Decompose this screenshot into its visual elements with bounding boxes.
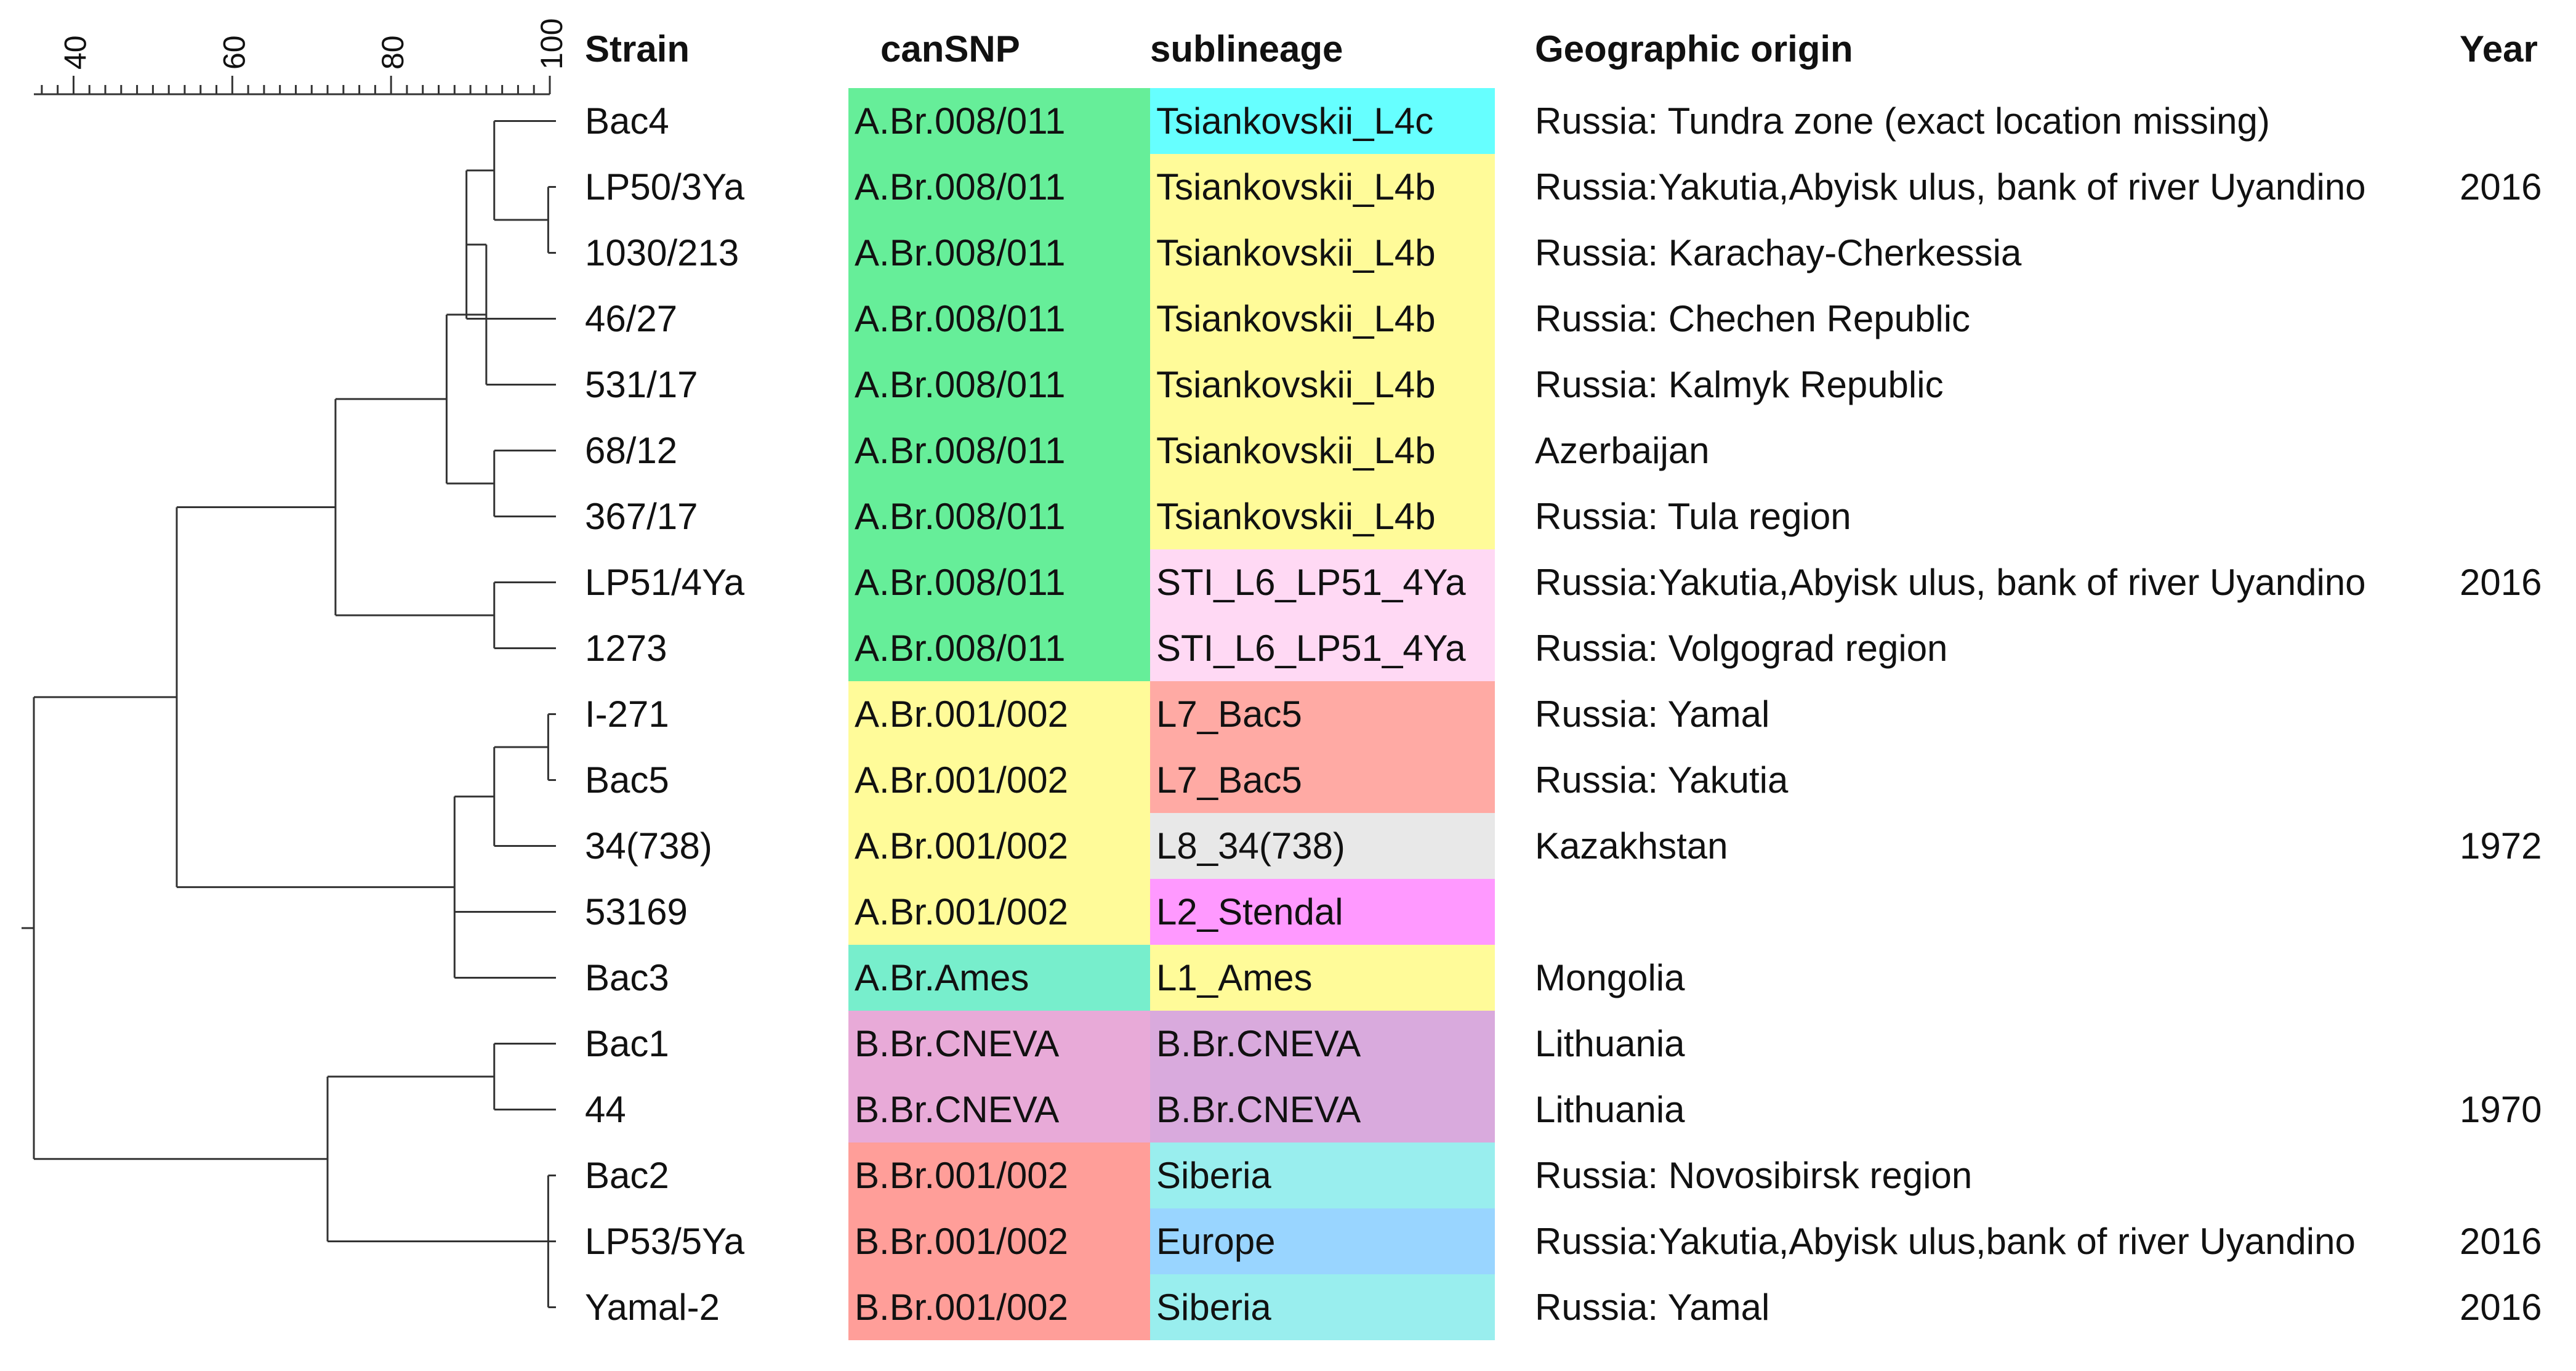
sublineage-cell: Siberia xyxy=(1150,1142,1495,1208)
geographic-origin: Russia: Chechen Republic xyxy=(1535,298,1971,339)
cansnp-cell: A.Br.Ames xyxy=(848,945,1150,1011)
cansnp-cell: B.Br.001/002 xyxy=(848,1142,1150,1208)
geographic-origin: Russia: Yakutia xyxy=(1535,759,1789,801)
geographic-origin: Russia:Yakutia,Abyisk ulus, bank of rive… xyxy=(1535,166,2366,208)
geographic-origin: Mongolia xyxy=(1535,957,1685,998)
header-strain: Strain xyxy=(585,28,690,70)
strain-name: 46/27 xyxy=(585,298,678,339)
geographic-origin: Lithuania xyxy=(1535,1089,1685,1130)
year: 2016 xyxy=(2460,1287,2542,1328)
geographic-origin: Russia: Novosibirsk region xyxy=(1535,1155,1973,1196)
year: 1970 xyxy=(2460,1089,2542,1130)
cansnp-cell: A.Br.001/002 xyxy=(848,681,1150,747)
strain-name: LP53/5Ya xyxy=(585,1221,745,1262)
sublineage-cell: Siberia xyxy=(1150,1274,1495,1340)
geographic-origin: Russia: Yamal xyxy=(1535,1287,1770,1328)
strain-name: 1030/213 xyxy=(585,232,739,273)
geographic-origin: Kazakhstan xyxy=(1535,825,1728,867)
geographic-origin: Russia: Tula region xyxy=(1535,496,1851,537)
strain-name: LP50/3Ya xyxy=(585,166,745,208)
header-geographic-origin: Geographic origin xyxy=(1535,28,1853,70)
cansnp-cell: B.Br.CNEVA xyxy=(848,1077,1150,1142)
sublineage-cell: L2_Stendal xyxy=(1150,879,1495,945)
cansnp-cell: A.Br.008/011 xyxy=(848,418,1150,483)
sublineage-cell: B.Br.CNEVA xyxy=(1150,1011,1495,1077)
sublineage-cell: Tsiankovskii_L4c xyxy=(1150,88,1495,154)
geographic-origin: Azerbaijan xyxy=(1535,430,1710,471)
year: 2016 xyxy=(2460,166,2542,208)
year: 2016 xyxy=(2460,562,2542,603)
header-cansnp: canSNP xyxy=(880,28,1020,70)
cansnp-cell: A.Br.008/011 xyxy=(848,286,1150,352)
strain-name: Bac5 xyxy=(585,759,669,801)
sublineage-cell: Tsiankovskii_L4b xyxy=(1150,220,1495,286)
sublineage-cell: Tsiankovskii_L4b xyxy=(1150,483,1495,549)
strain-name: LP51/4Ya xyxy=(585,562,745,603)
sublineage-cell: Tsiankovskii_L4b xyxy=(1150,154,1495,220)
strain-name: 531/17 xyxy=(585,364,698,405)
sublineage-cell: L8_34(738) xyxy=(1150,813,1495,879)
scale-tick-label: 100 xyxy=(534,18,569,70)
sublineage-cell: L7_Bac5 xyxy=(1150,747,1495,813)
geographic-origin: Russia:Yakutia,Abyisk ulus, bank of rive… xyxy=(1535,562,2366,603)
geographic-origin: Russia: Yamal xyxy=(1535,694,1770,735)
cansnp-cell: A.Br.001/002 xyxy=(848,813,1150,879)
strain-name: 53169 xyxy=(585,891,688,932)
year: 1972 xyxy=(2460,825,2542,867)
cansnp-cell: A.Br.001/002 xyxy=(848,879,1150,945)
geographic-origin: Russia:Yakutia,Abyisk ulus,bank of river… xyxy=(1535,1221,2356,1262)
strain-name: 68/12 xyxy=(585,430,678,471)
strain-name: I-271 xyxy=(585,694,669,735)
header-year: Year xyxy=(2460,28,2538,70)
sublineage-cell: Tsiankovskii_L4b xyxy=(1150,286,1495,352)
scale-tick-label: 60 xyxy=(217,35,251,70)
header-sublineage: sublineage xyxy=(1150,28,1343,70)
sublineage-cell: Tsiankovskii_L4b xyxy=(1150,352,1495,418)
strain-name: Bac2 xyxy=(585,1155,669,1196)
strain-name: 367/17 xyxy=(585,496,698,537)
sublineage-cell: STI_L6_LP51_4Ya xyxy=(1150,549,1495,615)
strain-name: Bac3 xyxy=(585,957,669,998)
scale-tick-label: 80 xyxy=(376,35,410,70)
strain-name: Bac1 xyxy=(585,1023,669,1064)
sublineage-cell: L1_Ames xyxy=(1150,945,1495,1011)
cansnp-cell: B.Br.001/002 xyxy=(848,1208,1150,1274)
sublineage-cell: B.Br.CNEVA xyxy=(1150,1077,1495,1142)
cansnp-cell: A.Br.008/011 xyxy=(848,88,1150,154)
cansnp-cell: A.Br.008/011 xyxy=(848,483,1150,549)
strain-name: 1273 xyxy=(585,628,667,669)
scale-tick-label: 40 xyxy=(58,35,92,70)
sublineage-cell: Europe xyxy=(1150,1208,1495,1274)
geographic-origin: Russia: Volgograd region xyxy=(1535,628,1948,669)
geographic-origin: Lithuania xyxy=(1535,1023,1685,1064)
sublineage-cell: STI_L6_LP51_4Ya xyxy=(1150,615,1495,681)
strain-name: 44 xyxy=(585,1089,626,1130)
cansnp-cell: A.Br.008/011 xyxy=(848,615,1150,681)
cansnp-cell: B.Br.CNEVA xyxy=(848,1011,1150,1077)
cansnp-cell: A.Br.008/011 xyxy=(848,352,1150,418)
cansnp-cell: A.Br.008/011 xyxy=(848,220,1150,286)
strain-name: Yamal-2 xyxy=(585,1287,720,1328)
year: 2016 xyxy=(2460,1221,2542,1262)
sublineage-cell: Tsiankovskii_L4b xyxy=(1150,418,1495,483)
cansnp-cell: A.Br.008/011 xyxy=(848,549,1150,615)
strain-name: Bac4 xyxy=(585,100,669,142)
geographic-origin: Russia: Kalmyk Republic xyxy=(1535,364,1944,405)
sublineage-cell: L7_Bac5 xyxy=(1150,681,1495,747)
geographic-origin: Russia: Tundra zone (exact location miss… xyxy=(1535,100,2270,142)
strain-name: 34(738) xyxy=(585,825,712,867)
cansnp-cell: B.Br.001/002 xyxy=(848,1274,1150,1340)
geographic-origin: Russia: Karachay-Cherkessia xyxy=(1535,232,2022,273)
cansnp-cell: A.Br.008/011 xyxy=(848,154,1150,220)
cansnp-cell: A.Br.001/002 xyxy=(848,747,1150,813)
